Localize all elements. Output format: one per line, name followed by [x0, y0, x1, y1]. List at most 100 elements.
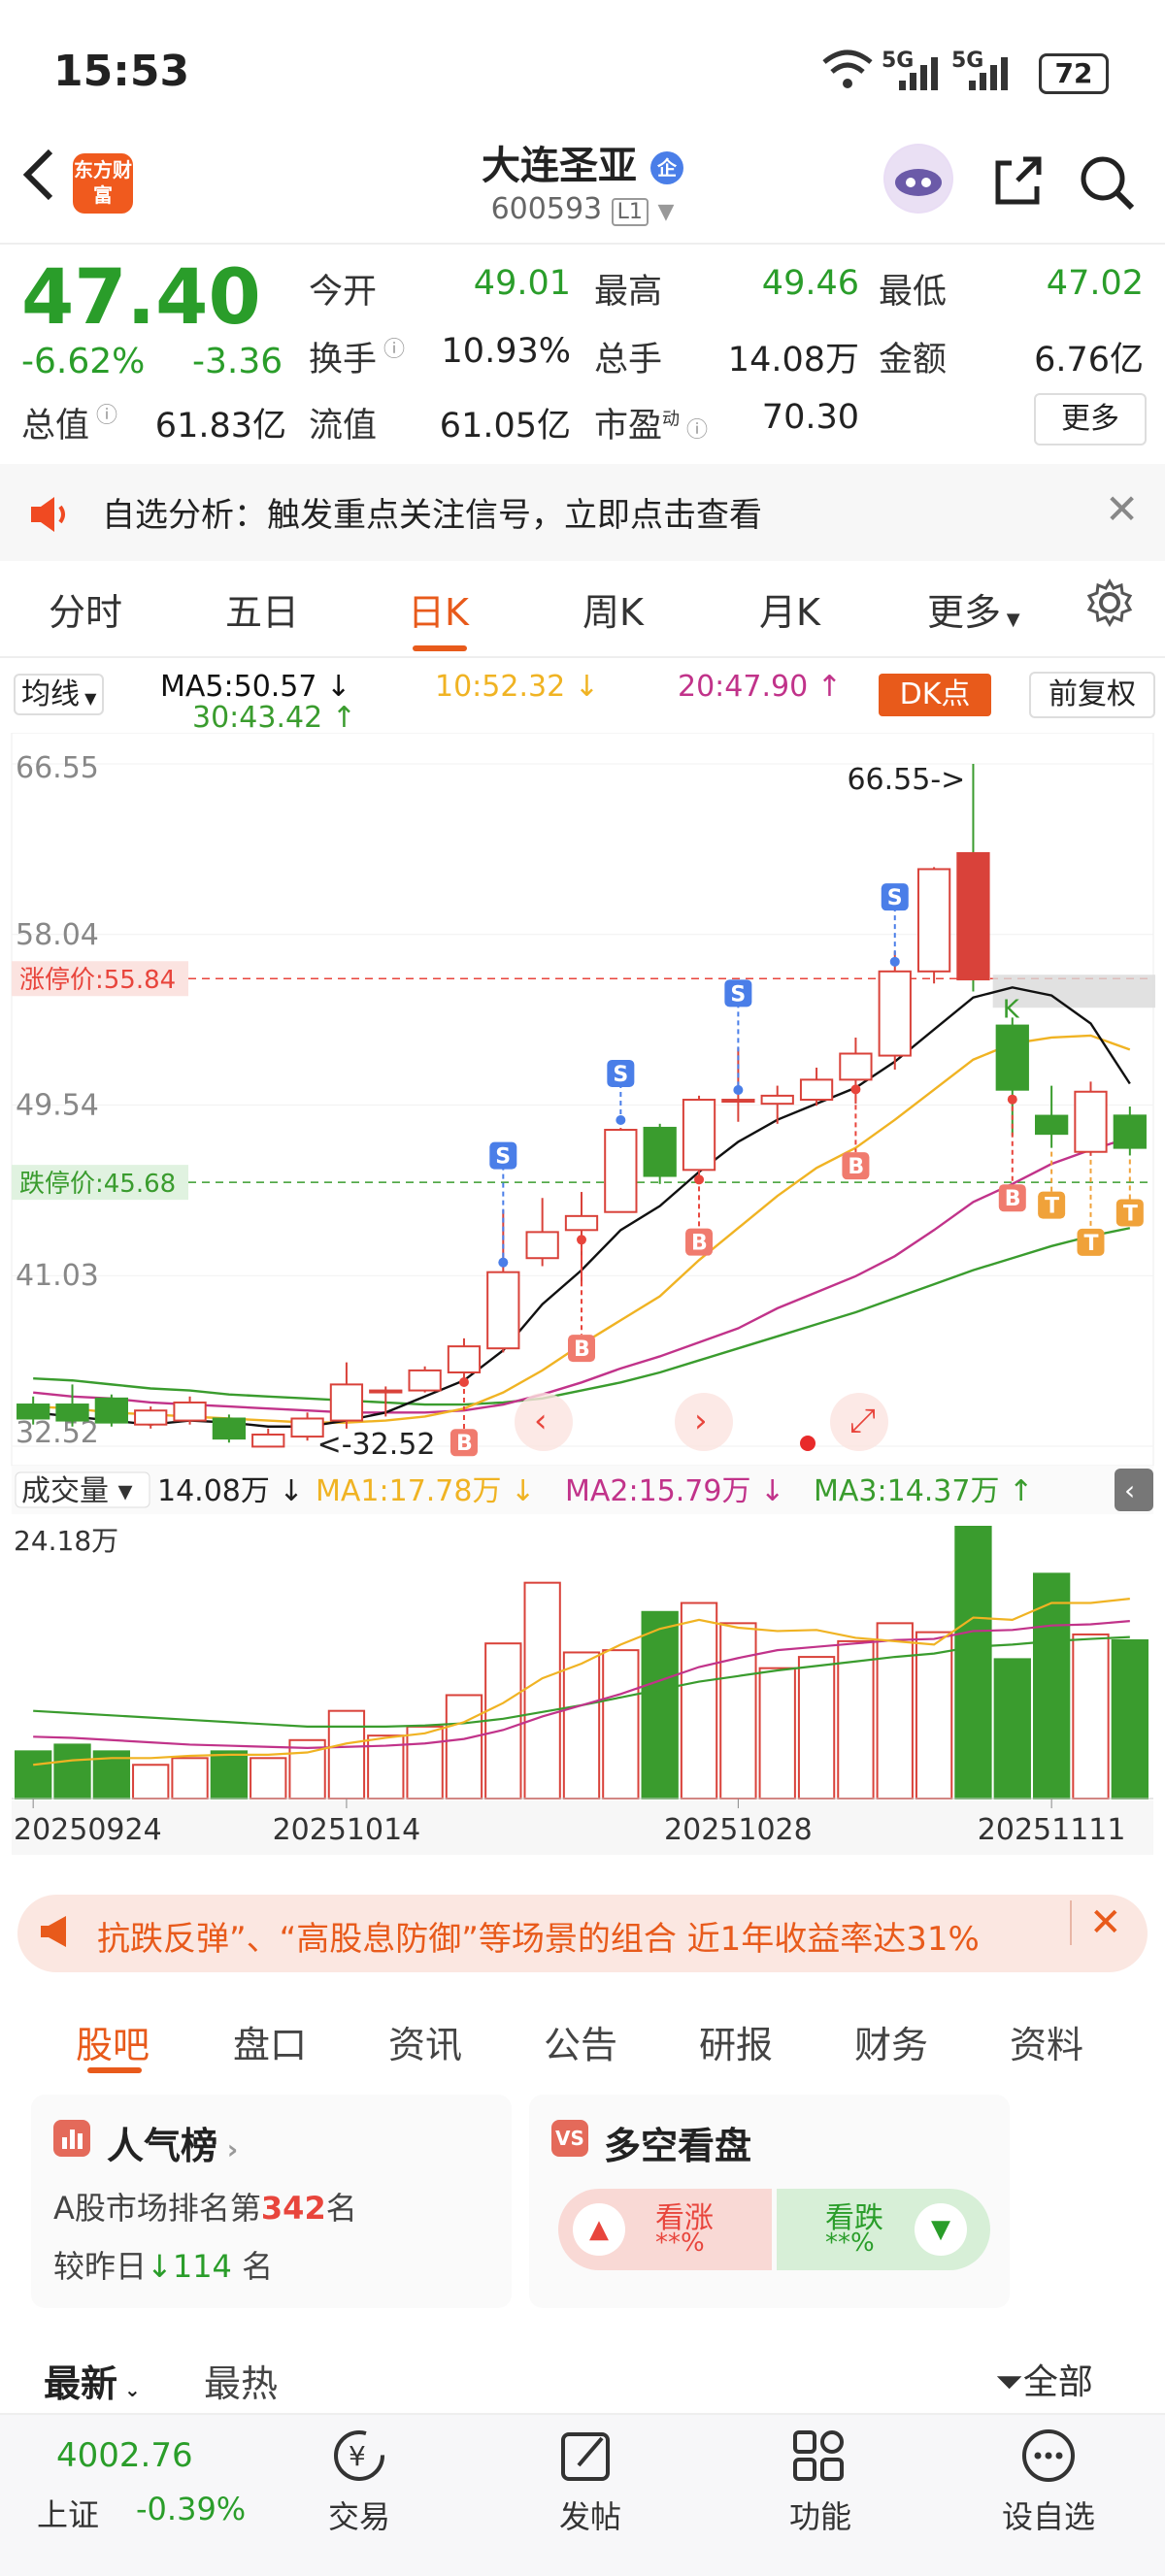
popularity-card[interactable]: [31, 2095, 512, 2308]
candle-body: [760, 1094, 794, 1106]
back-icon[interactable]: [19, 146, 58, 218]
popularity-title[interactable]: 人气榜 ›: [107, 2125, 239, 2167]
buy-signal-label: B: [574, 1338, 590, 1362]
tab-research[interactable]: 研报: [699, 2024, 774, 2066]
volume-bar: [92, 1750, 131, 1800]
candle-body: [604, 1129, 638, 1213]
signal-dot: [733, 1085, 744, 1096]
post-icon[interactable]: [557, 2427, 616, 2489]
volume-indicator-select: [15, 1471, 150, 1508]
buy-signal-label: B: [691, 1232, 708, 1256]
search-icon[interactable]: [1078, 153, 1135, 211]
open-value: 49.01: [473, 264, 571, 303]
signal-dot: [616, 1115, 626, 1126]
active-tab-indicator: [413, 645, 467, 651]
kline-chart[interactable]: 66.55 58.04 49.54 41.03 32.52 涨停价:55.84 跌停价:45…: [0, 733, 1165, 1878]
adjust-button[interactable]: 前复权: [1029, 672, 1155, 718]
signal-dot: [458, 1376, 469, 1387]
tab-news[interactable]: 资讯: [388, 2024, 463, 2066]
buy-signal-label: B: [1005, 1187, 1021, 1211]
sentiment-title: 多空看盘: [604, 2125, 752, 2167]
candle-body: [212, 1417, 247, 1440]
tab-more[interactable]: 更多 ▼: [927, 591, 1020, 634]
highlight-band: [992, 974, 1155, 1008]
change-amount: -3.36: [192, 342, 283, 381]
volume-bar: [210, 1750, 249, 1800]
chart-fullscreen-icon[interactable]: ⤢: [830, 1393, 888, 1451]
settings-gear-icon[interactable]: [1085, 578, 1134, 631]
sort-hot[interactable]: 最热: [204, 2362, 279, 2405]
ma20-line: [33, 1137, 1131, 1414]
candle-body: [643, 1126, 677, 1177]
high-label: 最高: [594, 273, 663, 312]
volume-bar: [719, 1622, 757, 1800]
index-value[interactable]: 4002.76: [56, 2436, 193, 2475]
signal-dot: [694, 1174, 705, 1185]
volume-bar: [1032, 1572, 1071, 1800]
market-cap-value: 61.83亿: [154, 407, 286, 446]
nav-post[interactable]: 发帖: [558, 2498, 621, 2535]
tab-guba[interactable]: 股吧: [76, 2024, 150, 2066]
info-icon[interactable]: ⓘ: [89, 404, 118, 428]
indicator-select[interactable]: 均线 ▼: [14, 670, 105, 715]
tab-intraday[interactable]: 分时: [49, 591, 123, 634]
volume-max-label: 24.18万: [14, 1525, 118, 1557]
nav-button-glyph: ‹: [534, 1402, 548, 1440]
t-signal-label: T: [1045, 1195, 1059, 1219]
function-grid-icon[interactable]: [789, 2427, 848, 2489]
stock-code: 600593: [490, 192, 603, 226]
nav-trade[interactable]: 交易: [327, 2498, 390, 2535]
chart-next-icon[interactable]: ›: [675, 1393, 733, 1451]
tab-five-day[interactable]: 五日: [225, 591, 300, 634]
filter-all[interactable]: ⏷全部: [995, 2362, 1093, 2402]
close-icon[interactable]: ✕: [1070, 1900, 1122, 1945]
chart-prev-icon[interactable]: ‹: [515, 1393, 573, 1451]
candle-body: [564, 1214, 599, 1232]
vol_ma1-line: [33, 1598, 1130, 1767]
candle-body: [369, 1389, 403, 1394]
more-button[interactable]: 更多: [1034, 393, 1147, 446]
info-icon[interactable]: ⓘ: [377, 338, 406, 362]
k-signal-label: K: [1003, 996, 1020, 1025]
volume-bar: [171, 1757, 209, 1800]
sell-signal-label: S: [887, 886, 903, 910]
tab-weekly-k[interactable]: 周K: [582, 591, 644, 634]
candle-body: [799, 1078, 834, 1102]
tab-financials[interactable]: 财务: [854, 2024, 929, 2066]
bearish-label: 看跌: [825, 2201, 883, 2235]
nav-function[interactable]: 功能: [788, 2498, 851, 2535]
alert-banner[interactable]: [0, 464, 1165, 561]
volume-bar: [641, 1610, 679, 1800]
limit-up-tag: [12, 961, 188, 997]
price-tick-label: 58.04: [16, 918, 99, 952]
trade-icon[interactable]: ¥: [325, 2427, 393, 2489]
vs-icon: VS: [551, 2120, 588, 2157]
candle-body: [916, 868, 951, 973]
close-icon[interactable]: ✕: [1105, 485, 1140, 533]
nav-add-watchlist[interactable]: 设自选: [1001, 2498, 1095, 2535]
assistant-avatar-icon[interactable]: [883, 144, 953, 214]
dk-point-button[interactable]: DK点: [879, 674, 991, 716]
date-label: 20251014: [273, 1813, 421, 1847]
level-badge[interactable]: L1: [611, 198, 649, 226]
chevron-down-icon[interactable]: ▼: [657, 200, 675, 224]
ma20-value: 20:47.90 ↑: [678, 670, 842, 704]
max-price-label: 66.55->: [847, 763, 965, 797]
tab-daily-k[interactable]: 日K: [408, 591, 469, 634]
triangle-down-icon: ▼: [915, 2203, 967, 2256]
tab-monthly-k[interactable]: 月K: [759, 591, 820, 634]
share-icon[interactable]: [990, 153, 1045, 208]
float-cap-label: 流值: [309, 407, 378, 446]
sort-latest[interactable]: 最新 ⌄: [44, 2362, 141, 2405]
bearish-value: **%: [825, 2229, 875, 2258]
tab-order-book[interactable]: 盘口: [233, 2024, 308, 2066]
promo-banner[interactable]: [17, 1895, 1148, 1972]
volume-bar: [758, 1667, 796, 1800]
tab-profile[interactable]: 资料: [1010, 2024, 1084, 2066]
info-icon[interactable]: ⓘ: [680, 418, 709, 443]
candle-body: [447, 1345, 482, 1373]
collapse-icon: [1115, 1469, 1153, 1511]
watchlist-more-icon[interactable]: [1019, 2427, 1078, 2489]
candle-body: [251, 1434, 285, 1448]
tab-announcements[interactable]: 公告: [544, 2024, 618, 2066]
